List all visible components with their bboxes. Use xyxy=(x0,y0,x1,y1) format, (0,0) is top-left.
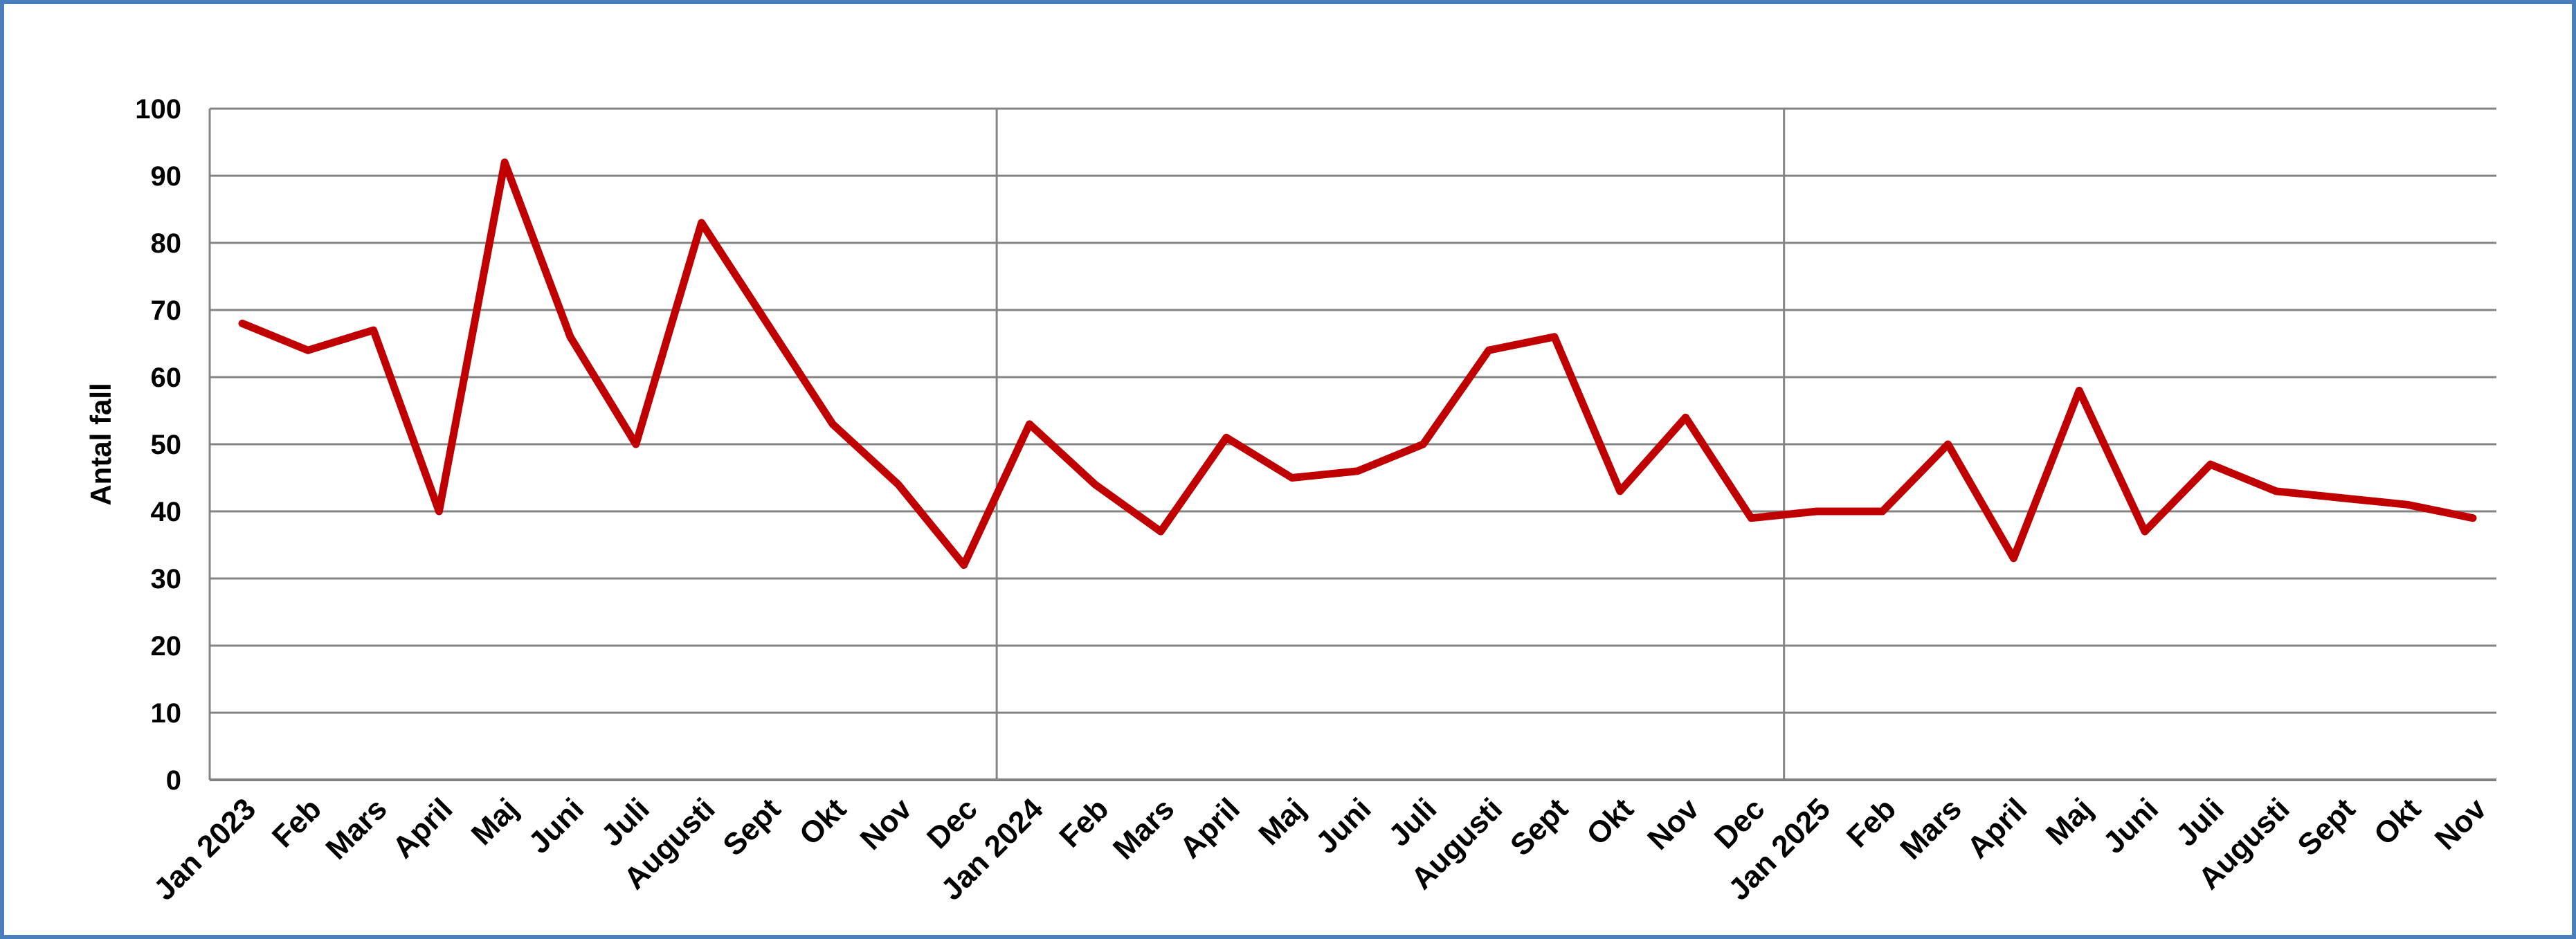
x-axis-label: Sept xyxy=(716,792,787,862)
y-axis-label: 60 xyxy=(151,363,182,393)
x-axis-label: Juni xyxy=(522,792,590,860)
x-axis-label: Okt xyxy=(1580,792,1640,852)
x-axis-label: Feb xyxy=(1840,792,1903,854)
x-axis-label: Nov xyxy=(2429,792,2494,857)
x-axis-label: Jan 2023 xyxy=(147,792,262,906)
y-axis-label: 50 xyxy=(151,430,182,460)
gridlines-layer xyxy=(210,107,2496,714)
x-axis-label: Feb xyxy=(266,792,328,854)
y-axis-label: 40 xyxy=(151,497,182,527)
x-axis-label: Mars xyxy=(319,792,393,866)
x-axis-label: Nov xyxy=(854,792,919,857)
y-axis-title: Antal fall xyxy=(84,383,117,505)
x-axis-label: Mars xyxy=(1894,792,1968,866)
y-axis-label: 90 xyxy=(151,161,182,192)
y-axis-label: 0 xyxy=(166,765,181,796)
x-axis-label: Mars xyxy=(1107,792,1181,866)
x-axis-label: Sept xyxy=(2291,792,2361,862)
y-axis-label: 80 xyxy=(151,228,182,259)
series-line xyxy=(238,158,2477,569)
y-axis-label: 30 xyxy=(151,564,182,594)
x-axis-label: Maj xyxy=(2040,792,2100,852)
y-axis-label: 20 xyxy=(151,631,182,662)
y-axis-labels: 0 10 20 30 40 50 60 70 80 90 100 xyxy=(135,94,181,796)
x-axis-label: Okt xyxy=(2368,792,2428,852)
x-axis-label: Maj xyxy=(465,792,525,852)
year-separators-layer xyxy=(995,109,1786,780)
x-axis-label: Okt xyxy=(793,792,853,852)
x-axis-label: Juni xyxy=(1309,792,1378,860)
x-axis-label: April xyxy=(1961,792,2034,865)
x-axis-label: Juni xyxy=(2096,792,2165,860)
y-axis-label: 10 xyxy=(151,698,182,729)
y-axis-label: 100 xyxy=(135,94,181,125)
x-axis-label: April xyxy=(386,792,460,865)
x-axis-label: April xyxy=(1173,792,1246,865)
x-axis-label: Sept xyxy=(1504,792,1575,862)
x-axis-label: Feb xyxy=(1053,792,1115,854)
x-axis-label: Nov xyxy=(1641,792,1706,857)
y-axis-label: 70 xyxy=(151,295,182,326)
x-axis-label: Maj xyxy=(1252,792,1312,852)
